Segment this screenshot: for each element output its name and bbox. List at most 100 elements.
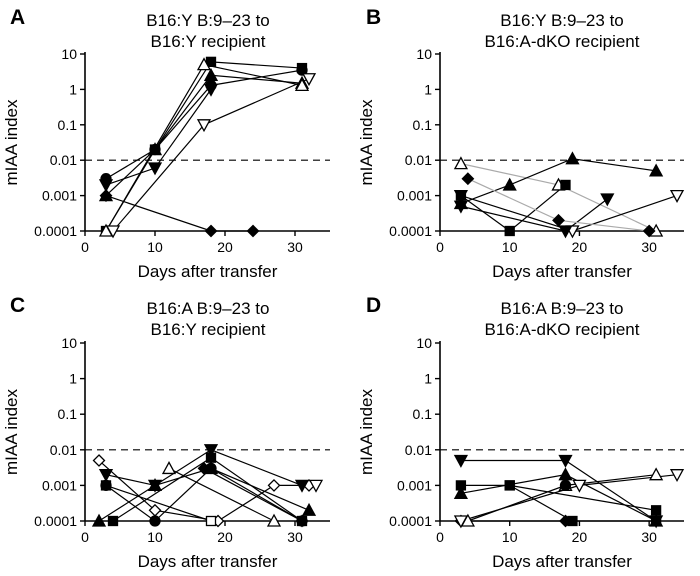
panel-letter: D <box>366 294 381 317</box>
data-point <box>649 163 664 177</box>
y-tick-label: 0.1 <box>413 117 433 133</box>
y-axis-label: mIAA index <box>357 389 376 475</box>
panel-title: B16:Y B:9–23 to <box>146 11 270 30</box>
data-point <box>301 73 317 87</box>
panel-title: B16:Y recipient <box>151 32 266 51</box>
data-point <box>461 172 475 186</box>
y-tick-label: 1 <box>424 371 432 387</box>
x-tick-label: 0 <box>81 529 89 545</box>
panel-title: B16:A B:9–23 to <box>501 299 624 318</box>
y-tick-label: 0.1 <box>58 117 78 133</box>
data-point <box>161 461 177 475</box>
data-point <box>92 454 106 467</box>
data-point <box>267 478 281 492</box>
data-point <box>205 452 217 463</box>
data-point <box>205 56 217 68</box>
data-point <box>203 444 219 458</box>
data-point <box>301 502 317 516</box>
y-tick-label: 0.0001 <box>389 513 432 529</box>
y-tick-label: 1 <box>69 81 77 97</box>
data-point <box>246 224 260 238</box>
data-point <box>453 200 469 214</box>
data-point <box>453 454 469 468</box>
panel-title: B16:A-dKO recipient <box>485 32 640 51</box>
y-tick-label: 0.001 <box>42 188 77 204</box>
x-tick-label: 20 <box>217 239 233 255</box>
data-point <box>453 515 469 529</box>
data-point <box>98 179 114 193</box>
data-point <box>565 151 580 165</box>
data-point <box>107 515 119 527</box>
y-tick-label: 0.1 <box>413 406 433 422</box>
y-tick-label: 0.01 <box>50 152 77 168</box>
y-tick-label: 0.0001 <box>34 223 77 239</box>
series-line <box>460 474 657 522</box>
x-tick-label: 0 <box>436 239 444 255</box>
y-tick-label: 10 <box>416 335 432 351</box>
panel-b: B B16:Y B:9–23 to B16:A-dKO recipient 0.000… <box>357 6 685 281</box>
x-axis-label: Days after transfer <box>138 552 278 571</box>
data-point <box>669 189 685 203</box>
x-axis-label: Days after transfer <box>492 552 632 571</box>
panel-letter: B <box>366 6 381 29</box>
data-point <box>204 224 218 238</box>
data-point <box>453 156 469 170</box>
data-point <box>149 515 161 527</box>
data-point <box>99 189 113 203</box>
data-point <box>650 515 662 527</box>
data-point <box>203 67 219 81</box>
data-point <box>197 461 211 475</box>
y-axis-label: mIAA index <box>2 99 21 185</box>
y-tick-label: 0.0001 <box>34 513 77 529</box>
panel-letter: A <box>10 6 25 29</box>
y-tick-label: 10 <box>61 46 77 62</box>
series-line <box>105 467 303 522</box>
y-tick-label: 1 <box>424 81 432 97</box>
data-point <box>504 480 515 491</box>
x-tick-label: 30 <box>641 239 657 255</box>
series-line <box>509 484 657 522</box>
y-tick-label: 0.01 <box>405 442 432 458</box>
data-point <box>294 78 310 92</box>
panel-letter: C <box>10 294 25 317</box>
x-tick-label: 30 <box>641 529 657 545</box>
series-line <box>203 467 303 522</box>
data-point <box>98 469 114 483</box>
data-point <box>91 513 107 527</box>
data-point <box>600 193 615 207</box>
y-tick-label: 0.001 <box>397 188 432 204</box>
x-tick-label: 20 <box>217 529 233 545</box>
data-point <box>149 144 161 155</box>
data-point <box>560 179 571 191</box>
data-point <box>100 479 112 492</box>
data-point <box>558 225 573 239</box>
x-axis-label: Days after transfer <box>138 262 278 281</box>
x-tick-label: 10 <box>502 239 518 255</box>
data-point <box>266 513 282 527</box>
data-point <box>453 485 469 499</box>
data-point <box>196 57 212 71</box>
y-tick-label: 10 <box>416 46 432 62</box>
data-point <box>649 467 664 481</box>
series-line <box>105 449 303 487</box>
x-tick-label: 30 <box>287 529 303 545</box>
data-point <box>147 478 163 492</box>
data-point <box>205 515 217 527</box>
y-tick-label: 10 <box>61 335 77 351</box>
series-line <box>460 158 657 205</box>
y-tick-label: 0.0001 <box>389 223 432 239</box>
x-tick-label: 10 <box>147 529 163 545</box>
x-tick-label: 10 <box>147 239 163 255</box>
panel-c: C B16:A B:9–23 to B16:Y recipient 0.0001 0.0… <box>2 294 330 571</box>
data-point <box>308 479 324 493</box>
y-axis-label: mIAA index <box>357 99 376 185</box>
data-point <box>502 177 517 191</box>
x-tick-label: 10 <box>502 529 518 545</box>
data-point <box>558 454 573 468</box>
x-axis-label: Days after transfer <box>492 262 632 281</box>
y-tick-label: 1 <box>69 371 77 387</box>
x-tick-label: 0 <box>436 529 444 545</box>
data-point <box>98 223 114 237</box>
series-line <box>105 74 303 197</box>
data-point <box>296 62 308 74</box>
